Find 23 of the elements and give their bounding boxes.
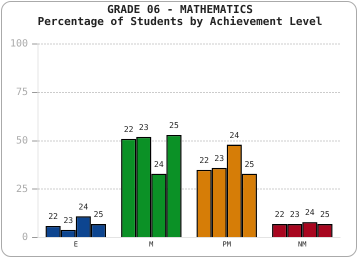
chart-title: GRADE 06 - MATHEMATICS bbox=[106, 3, 254, 16]
series-label: 25 bbox=[169, 121, 179, 130]
series-label: 22 bbox=[199, 156, 210, 165]
text: 24 bbox=[230, 130, 240, 140]
text: 25 bbox=[94, 210, 104, 220]
text: 22 bbox=[274, 210, 284, 220]
text: 24 bbox=[78, 202, 88, 212]
text: 22 bbox=[48, 212, 58, 222]
text: 25 bbox=[320, 210, 330, 220]
y-tick-label: 0 bbox=[22, 232, 28, 244]
series-label: 24 bbox=[154, 160, 164, 169]
text: 23 bbox=[214, 154, 224, 163]
text: 24 bbox=[304, 208, 315, 218]
text: 25 bbox=[244, 160, 254, 169]
text: 23 bbox=[138, 123, 149, 132]
series-label: 23 bbox=[63, 216, 74, 225]
y-tick-label: 100 bbox=[10, 38, 28, 50]
text: 22 bbox=[124, 124, 134, 134]
chart-subtitle: Percentage of Students by Achievement Level bbox=[36, 15, 324, 28]
y-tick-label: 25 bbox=[16, 184, 28, 195]
y-tick-label: 75 bbox=[16, 86, 28, 98]
y-tick-label: 50 bbox=[16, 135, 28, 146]
text: 23 bbox=[290, 210, 300, 220]
